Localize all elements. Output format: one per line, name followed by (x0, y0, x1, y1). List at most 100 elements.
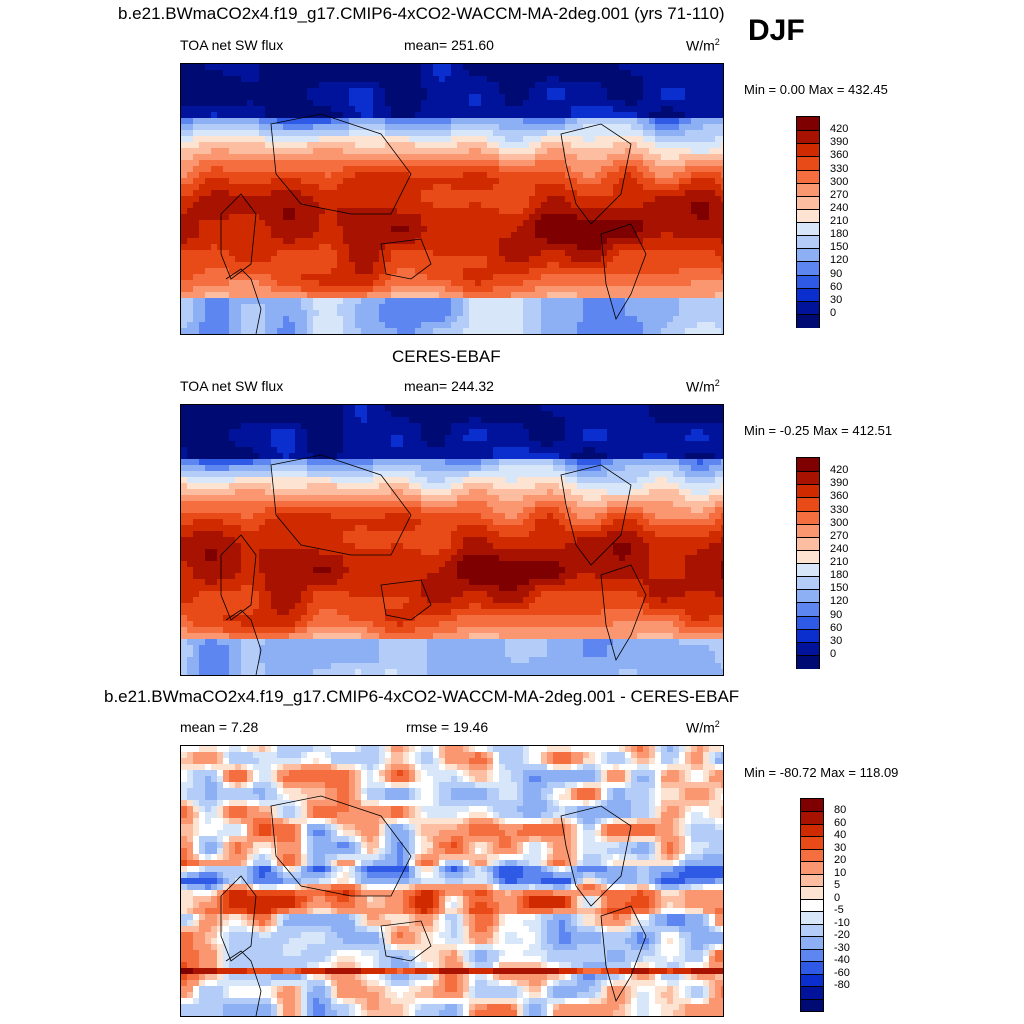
colorbar-tick-label: 0 (830, 647, 837, 660)
colorbar-box (797, 484, 819, 498)
colorbar-tick-label: -60 (834, 966, 850, 979)
colorbar-box (801, 936, 823, 950)
colorbar-tick-label: 90 (830, 267, 843, 280)
colorbar-box (797, 589, 819, 603)
colorbar-tick-label: 420 (830, 123, 849, 136)
colorbar-tick-label: -40 (834, 954, 850, 967)
panel-obs-mean: mean= 244.32 (404, 378, 494, 394)
colorbar-tick-label: 240 (830, 542, 849, 555)
panel-diff-units: W/m2 (686, 719, 720, 736)
colorbar-tick-label: -5 (834, 904, 844, 917)
colorbar-box (797, 523, 819, 538)
colorbar-tick-label: 390 (830, 136, 849, 149)
colorbar-box (797, 641, 819, 656)
colorbar-tick-label: 30 (830, 634, 843, 647)
colorbar-tick-label: 80 (834, 804, 847, 817)
panel-diff-minmax: Min = -80.72 Max = 118.09 (744, 765, 899, 780)
colorbar-tick-label: 0 (830, 306, 837, 319)
colorbar-box (797, 287, 819, 302)
colorbar-box (797, 602, 819, 616)
colorbar-tick-label: 360 (830, 149, 849, 162)
panel-model-units: W/m2 (686, 37, 720, 54)
panel-obs-colorbar (796, 457, 820, 669)
panel-model-title: b.e21.BWmaCO2x4.f19_g17.CMIP6-4xCO2-WACC… (118, 4, 725, 23)
colorbar-tick-label: 20 (834, 854, 847, 867)
colorbar-tick-label: 270 (830, 529, 849, 542)
colorbar-tick-label: 330 (830, 503, 849, 516)
colorbar-tick-label: 330 (830, 162, 849, 175)
colorbar-tick-label: 10 (834, 866, 847, 879)
panel-diff-mean: mean = 7.28 (180, 719, 259, 735)
colorbar-box (797, 130, 819, 144)
colorbar-box (797, 235, 819, 249)
colorbar-box (801, 848, 823, 862)
colorbar-tick-label: 90 (830, 608, 843, 621)
colorbar-box (797, 248, 819, 262)
colorbar-tick-label: 300 (830, 516, 849, 529)
colorbar-tick-label: 5 (834, 879, 841, 892)
colorbar-box (797, 563, 819, 577)
colorbar-box (797, 195, 819, 210)
colorbar-box (801, 861, 823, 875)
colorbar-box (797, 182, 819, 197)
panel-model-map (180, 63, 724, 335)
colorbar-tick-label: 40 (834, 829, 847, 842)
panel-diff-map (180, 745, 724, 1017)
colorbar-box (797, 497, 819, 511)
panel-model-mean: mean= 251.60 (404, 37, 494, 53)
colorbar-tick-label: 240 (830, 201, 849, 214)
colorbar-box (801, 886, 823, 900)
colorbar-box (797, 458, 819, 472)
colorbar-tick-label: 30 (830, 293, 843, 306)
colorbar-box (801, 961, 823, 975)
colorbar-box (797, 654, 819, 669)
panel-obs-minmax: Min = -0.25 Max = 412.51 (744, 423, 893, 438)
colorbar-box (801, 911, 823, 925)
colorbar-box (801, 799, 823, 812)
colorbar-tick-label: 60 (830, 280, 843, 293)
colorbar-tick-label: -80 (834, 979, 850, 992)
colorbar-box (797, 156, 819, 170)
panel-diff-title: b.e21.BWmaCO2x4.f19_g17.CMIP6-4xCO2-WACC… (104, 687, 740, 706)
colorbar-box (797, 300, 819, 315)
colorbar-tick-label: 120 (830, 595, 849, 608)
colorbar-tick-label: 120 (830, 254, 849, 267)
panel-obs-units: W/m2 (686, 378, 720, 395)
colorbar-box (797, 510, 819, 525)
colorbar-tick-label: 210 (830, 215, 849, 227)
colorbar-box (797, 208, 819, 223)
panel-obs-variable: TOA net SW flux (180, 378, 284, 394)
colorbar-box (801, 923, 823, 937)
colorbar-box (797, 471, 819, 485)
colorbar-tick-label: 210 (830, 556, 849, 568)
colorbar-box (797, 169, 819, 184)
colorbar-tick-label: 180 (830, 228, 849, 241)
colorbar-tick-label: 30 (834, 841, 847, 854)
colorbar-tick-label: -20 (834, 929, 850, 942)
colorbar-box (797, 536, 819, 551)
colorbar-box (801, 948, 823, 962)
colorbar-box (797, 274, 819, 289)
colorbar-box (797, 615, 819, 630)
panel-diff-rmse: rmse = 19.46 (406, 719, 489, 735)
season-label: DJF (748, 14, 805, 47)
colorbar-tick-label: 300 (830, 175, 849, 188)
colorbar-tick-label: 0 (834, 891, 841, 904)
colorbar-tick-label: -10 (834, 916, 850, 929)
colorbar-box (801, 998, 823, 1012)
colorbar-box (797, 117, 819, 131)
colorbar-tick-label: 270 (830, 188, 849, 201)
colorbar-box (801, 823, 823, 837)
colorbar-box (797, 628, 819, 643)
colorbar-box (797, 222, 819, 236)
panel-model-colorbar (796, 116, 820, 328)
colorbar-tick-label: 150 (830, 582, 849, 595)
colorbar-tick-label: 390 (830, 477, 849, 490)
panel-model-minmax: Min = 0.00 Max = 432.45 (744, 82, 888, 97)
colorbar-box (801, 811, 823, 825)
colorbar-box (801, 973, 823, 987)
colorbar-tick-label: 60 (834, 816, 847, 829)
colorbar-tick-label: 420 (830, 464, 849, 477)
colorbar-tick-label: 360 (830, 490, 849, 503)
panel-obs-map (180, 404, 724, 676)
